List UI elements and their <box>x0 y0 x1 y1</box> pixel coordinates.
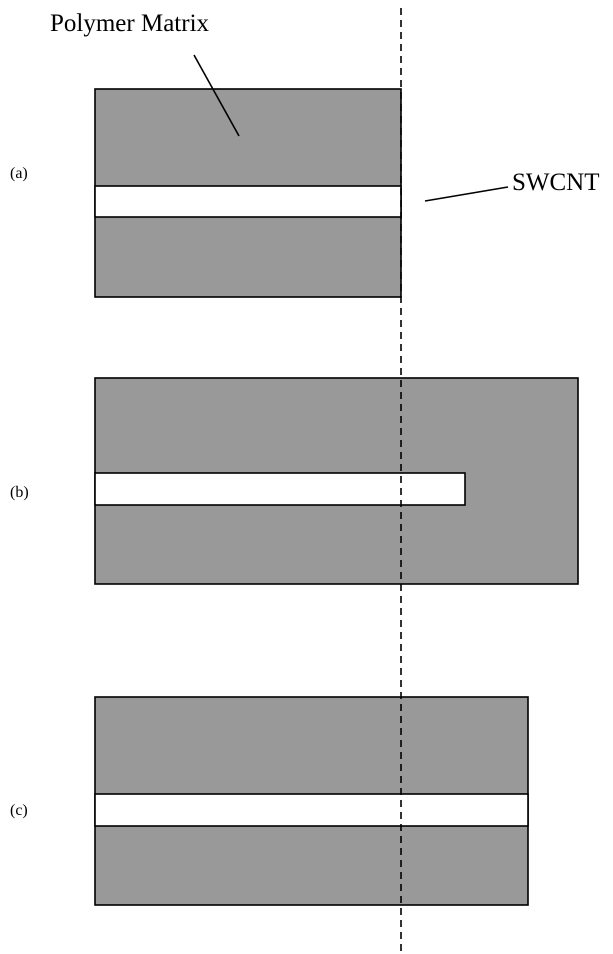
polymer-matrix-leader-line <box>193 54 240 137</box>
panel-a-label: (a) <box>10 165 28 182</box>
panel-a-nanotube <box>94 185 402 218</box>
panel-b-label: (b) <box>10 484 29 501</box>
panel-b: (b) <box>10 377 579 585</box>
swcnt-label: SWCNT <box>512 169 600 196</box>
panel-a: (a) <box>10 88 402 298</box>
panel-c-nanotube <box>94 793 529 827</box>
panel-b-nanotube <box>94 472 466 506</box>
swcnt-leader-line <box>424 186 509 202</box>
panel-c: (c) <box>10 696 529 906</box>
polymer-matrix-label: Polymer Matrix <box>50 10 210 37</box>
panel-c-label: (c) <box>10 802 28 819</box>
